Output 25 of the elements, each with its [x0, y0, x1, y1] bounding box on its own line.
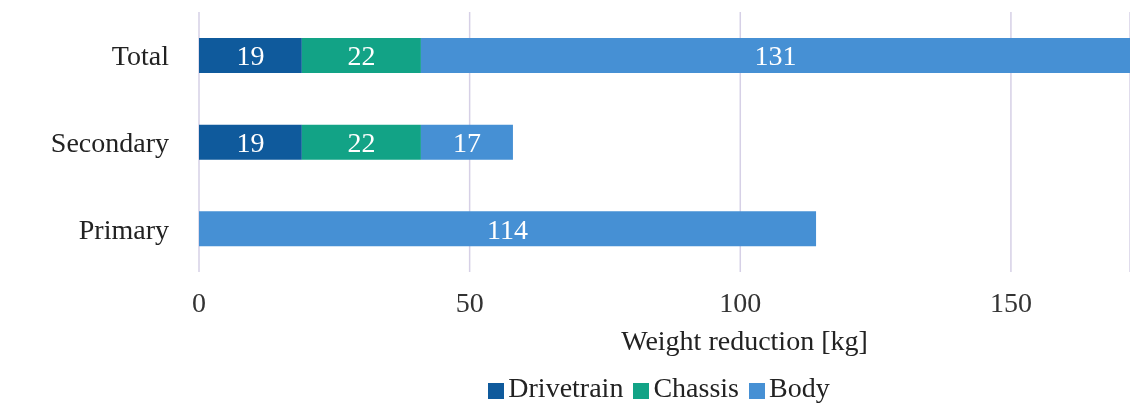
bar — [199, 38, 302, 73]
bar — [301, 38, 421, 73]
data-label: 19 — [236, 127, 265, 159]
legend-label: Drivetrain — [508, 372, 624, 403]
x-tick-label: 100 — [719, 286, 762, 318]
bar — [420, 124, 513, 160]
y-tick-label: Total — [111, 40, 170, 72]
x-tick-label: 50 — [455, 286, 484, 318]
y-tick-label: Secondary — [50, 126, 169, 158]
data-label: 131 — [754, 40, 797, 72]
data-label: 22 — [347, 40, 376, 72]
data-label: 19 — [236, 40, 265, 72]
x-axis-title: Weight reduction [kg] — [621, 325, 868, 356]
bar — [420, 38, 1130, 73]
data-label: 22 — [347, 127, 376, 159]
x-tick-label: 0 — [192, 286, 206, 318]
data-label: 17 — [452, 127, 481, 159]
legend-label: Body — [768, 372, 830, 403]
y-tick-label: Primary — [78, 213, 169, 245]
data-label: 114 — [487, 213, 529, 245]
bar — [301, 124, 421, 160]
legend-label: Chassis — [653, 372, 739, 403]
bar — [199, 124, 302, 160]
x-tick-label: 150 — [989, 286, 1032, 318]
bar — [199, 211, 817, 247]
